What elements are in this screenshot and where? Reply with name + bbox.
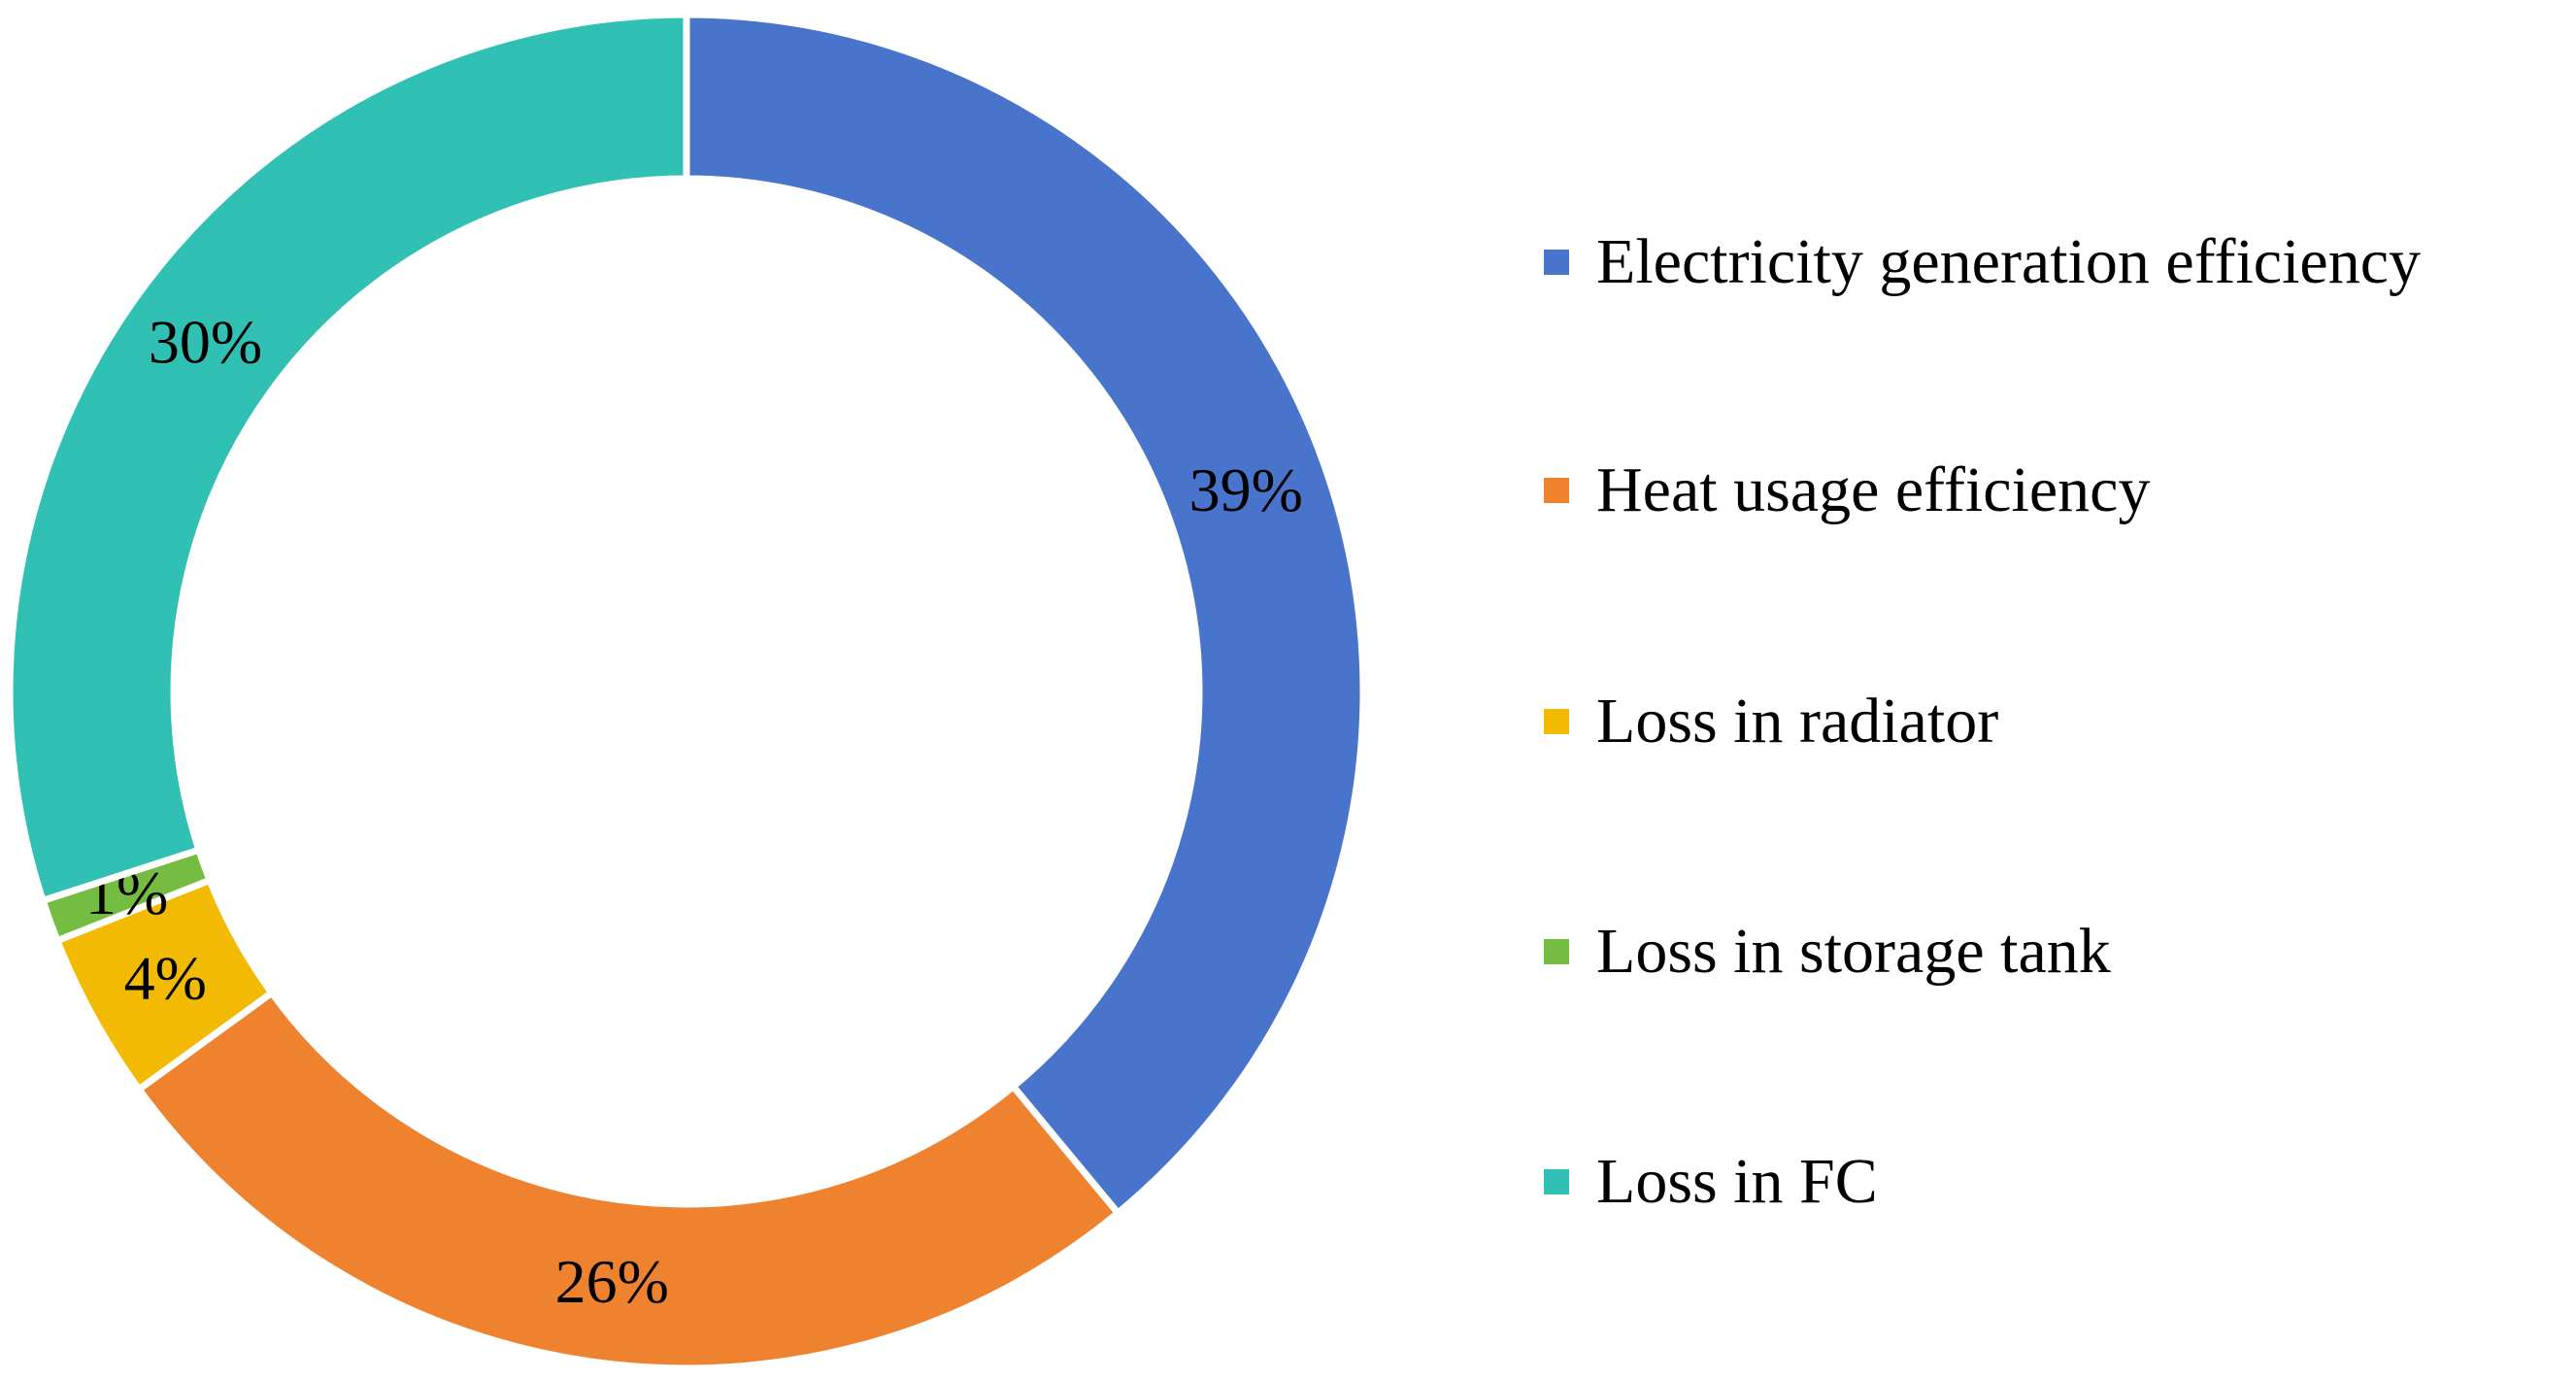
legend-swatch [1544,478,1569,503]
legend-label: Loss in FC [1596,1146,1878,1217]
legend-label: Heat usage efficiency [1596,454,2151,525]
legend-item-fc: Loss in FC [1544,1138,1878,1226]
slice-label-radiator: 4% [124,944,207,1013]
legend-label: Loss in storage tank [1596,916,2111,987]
legend-item-storage-tank: Loss in storage tank [1544,908,2111,995]
legend-swatch [1544,709,1569,734]
slice-label-fc: 30% [149,307,262,376]
legend-swatch [1544,250,1569,275]
slice-fc [6,11,690,905]
legend-swatch [1544,939,1569,964]
slice-label-electricity: 39% [1189,455,1303,524]
legend-item-radiator: Loss in radiator [1544,678,1998,765]
legend-item-heat: Heat usage efficiency [1544,447,2150,534]
legend-swatch [1544,1169,1569,1194]
slice-heat [134,988,1123,1372]
legend-label: Electricity generation efficiency [1596,226,2422,297]
donut-plot: 39%26%4%1%30% [6,11,1367,1372]
slice-label-heat: 26% [555,1247,669,1316]
legend: Electricity generation efficiency Heat u… [1544,0,2576,1379]
slice-electricity [683,11,1367,1218]
legend-label: Loss in radiator [1596,686,1999,757]
legend-item-electricity: Electricity generation efficiency [1544,219,2421,306]
